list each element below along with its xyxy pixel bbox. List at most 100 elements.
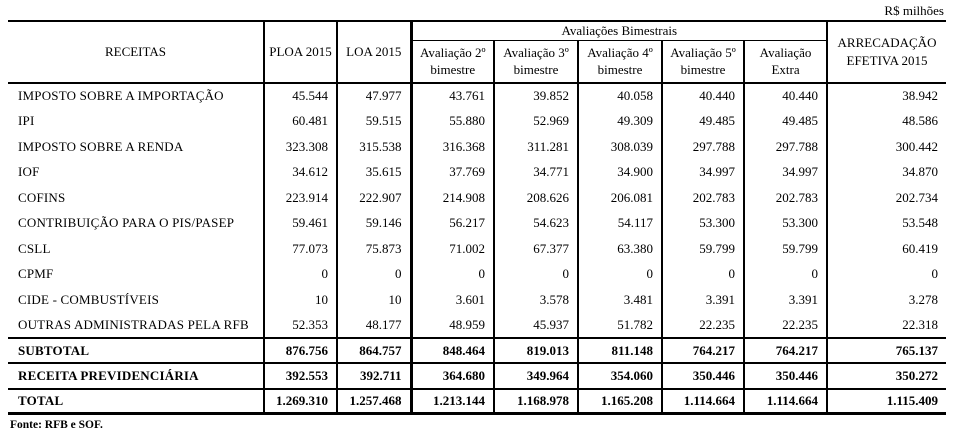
value-cell: 77.073 <box>263 236 337 262</box>
value-cell: 364.680 <box>409 363 494 390</box>
value-cell: 71.002 <box>409 236 494 262</box>
value-cell: 60.419 <box>826 236 947 262</box>
value-cell: 223.914 <box>263 185 337 211</box>
value-cell: 22.318 <box>826 312 947 339</box>
value-cell: 392.553 <box>263 363 337 390</box>
header-line: Avaliação 3º <box>503 44 569 60</box>
value-cell: 354.060 <box>577 363 662 390</box>
table-row: IMPOSTO SOBRE A RENDA 323.308 315.538 316.3… <box>8 134 947 160</box>
value-cell: 811.148 <box>577 337 662 365</box>
value-cell: 1.213.144 <box>409 388 494 416</box>
header-row-bimonthly: Avaliação 2º bimestre Avaliação 3º bimes… <box>8 40 946 85</box>
value-cell: 22.235 <box>742 312 828 339</box>
value-cell: 323.308 <box>263 134 337 160</box>
value-cell: 48.959 <box>409 312 494 339</box>
value-cell: 10 <box>263 287 337 313</box>
row-label: CPMF <box>18 266 54 282</box>
header-line: Avaliação 5º <box>670 44 736 60</box>
value-cell: 3.278 <box>826 287 947 313</box>
value-cell: 59.461 <box>263 210 337 237</box>
report-page: R$ milhões RECEITAS PLOA 2015 LOA 2015 A… <box>0 3 971 446</box>
table-row: CSLL 77.073 75.873 71.002 67.377 63.380 59.799… <box>8 236 947 262</box>
header-loa-2015: LOA 2015 <box>336 19 411 85</box>
value-cell: 43.761 <box>409 83 494 109</box>
value-cell: 208.626 <box>493 185 578 211</box>
table-row: IPI 60.481 59.515 55.880 52.969 49.309 49.485 4… <box>8 108 947 135</box>
value-cell: 202.783 <box>661 185 744 211</box>
value-cell: 75.873 <box>336 236 411 262</box>
header-line: bimestre <box>597 62 643 78</box>
value-cell: 206.081 <box>577 185 662 211</box>
value-cell: 53.548 <box>826 210 947 237</box>
value-cell: 59.799 <box>742 236 828 262</box>
revenues-table: RECEITAS PLOA 2015 LOA 2015 Avaliações B… <box>8 19 947 416</box>
value-cell: 52.353 <box>263 312 337 339</box>
value-cell: 222.907 <box>336 185 411 211</box>
table-row: OUTRAS ADMINISTRADAS PELA RFB 52.353 48.17… <box>8 312 947 339</box>
value-cell: 202.783 <box>742 185 828 211</box>
value-cell: 350.446 <box>742 363 828 390</box>
value-cell: 51.782 <box>577 312 662 339</box>
total-row: RECEITA PREVIDENCIÁRIA 392.553 392.711 364.… <box>8 363 947 390</box>
value-cell: 300.442 <box>826 134 947 160</box>
table-header: RECEITAS PLOA 2015 LOA 2015 Avaliações B… <box>8 19 947 85</box>
header-ploa-2015: PLOA 2015 <box>263 19 337 85</box>
header-row-group: RECEITAS PLOA 2015 LOA 2015 Avaliações B… <box>8 19 947 85</box>
value-cell: 53.300 <box>661 210 744 237</box>
header-avaliacao-4-bimestre: Avaliação 4º bimestre <box>577 40 662 85</box>
table-row: IMPOSTO SOBRE A IMPORTAÇÃO 45.544 47.977 43… <box>8 83 947 109</box>
value-cell: 40.440 <box>742 83 828 109</box>
value-cell: 764.217 <box>661 337 744 365</box>
row-label: IOF <box>18 164 40 180</box>
value-cell: 48.586 <box>826 108 947 135</box>
value-cell: 0 <box>826 261 947 288</box>
value-cell: 54.623 <box>493 210 578 237</box>
row-label: CIDE - COMBUSTÍVEIS <box>18 291 160 307</box>
value-cell: 297.788 <box>661 134 744 160</box>
value-cell: 45.937 <box>493 312 578 339</box>
value-cell: 59.146 <box>336 210 411 237</box>
value-cell: 0 <box>661 261 744 288</box>
value-cell: 316.368 <box>409 134 494 160</box>
value-cell: 1.257.468 <box>336 388 411 416</box>
header-line: bimestre <box>513 62 559 78</box>
total-row: TOTAL 1.269.310 1.257.468 1.213.144 1.168.97… <box>8 388 947 416</box>
value-cell: 22.235 <box>661 312 744 339</box>
value-cell: 10 <box>336 287 411 313</box>
header-receitas: RECEITAS <box>8 19 264 85</box>
value-cell: 34.997 <box>742 159 828 186</box>
row-label: TOTAL <box>8 388 264 416</box>
value-cell: 0 <box>577 261 662 288</box>
table-row: COFINS 223.914 222.907 214.908 208.626 206.08… <box>8 185 947 211</box>
header-arrecadacao-line2: EFETIVA 2015 <box>846 53 928 69</box>
value-cell: 1.165.208 <box>577 388 662 416</box>
value-cell: 819.013 <box>493 337 578 365</box>
value-cell: 35.615 <box>336 159 411 186</box>
value-cell: 0 <box>493 261 578 288</box>
row-label: OUTRAS ADMINISTRADAS PELA RFB <box>18 316 249 332</box>
header-avaliacao-extra: Avaliação Extra <box>742 40 828 85</box>
header-line: Avaliação <box>759 44 812 60</box>
value-cell: 0 <box>263 261 337 288</box>
value-cell: 34.900 <box>577 159 662 186</box>
value-cell: 40.440 <box>661 83 744 109</box>
row-label: CONTRIBUIÇÃO PARA O PIS/PASEP <box>18 215 235 231</box>
value-cell: 34.997 <box>661 159 744 186</box>
value-cell: 1.114.664 <box>742 388 828 416</box>
table-row: CPMF 0 0 0 0 0 0 0 0 <box>8 261 947 288</box>
header-avaliacao-5-bimestre: Avaliação 5º bimestre <box>661 40 744 85</box>
value-cell: 0 <box>742 261 828 288</box>
value-cell: 311.281 <box>493 134 578 160</box>
header-avaliacao-2-bimestre: Avaliação 2º bimestre <box>409 40 494 85</box>
value-cell: 34.870 <box>826 159 947 186</box>
value-cell: 1.168.978 <box>493 388 578 416</box>
header-arrecadacao-efetiva: ARRECADAÇÃO EFETIVA 2015 <box>826 19 947 85</box>
value-cell: 34.771 <box>493 159 578 186</box>
value-cell: 54.117 <box>577 210 662 237</box>
value-cell: 202.734 <box>826 185 947 211</box>
value-cell: 49.485 <box>742 108 828 135</box>
value-cell: 47.977 <box>336 83 411 109</box>
value-cell: 214.908 <box>409 185 494 211</box>
value-cell: 1.114.664 <box>661 388 744 416</box>
value-cell: 3.578 <box>493 287 578 313</box>
